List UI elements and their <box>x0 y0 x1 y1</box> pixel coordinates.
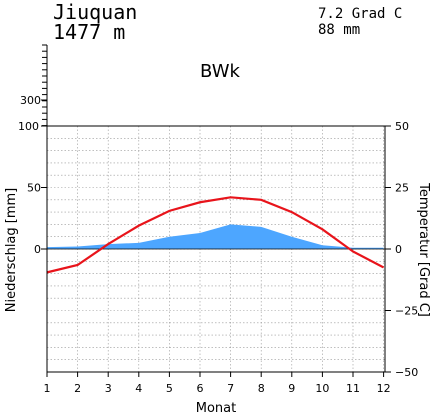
x-tick-label: 12 <box>377 382 391 395</box>
x-tick-label: 6 <box>197 382 204 395</box>
x-tick-label: 8 <box>258 382 265 395</box>
x-tick-label: 5 <box>166 382 173 395</box>
right-axis-title: Temperatur [Grad C] <box>416 182 431 317</box>
x-tick-label: 2 <box>74 382 81 395</box>
x-tick-label: 3 <box>105 382 112 395</box>
right-tick-label: −50 <box>395 366 418 379</box>
right-tick-label: 25 <box>395 182 409 195</box>
left-tick-label: 0 <box>34 243 41 256</box>
right-tick-label: 0 <box>395 243 402 256</box>
x-tick-label: 1 <box>44 382 51 395</box>
climate-classification: BWk <box>200 61 240 82</box>
precipitation-area <box>47 224 384 249</box>
right-tick-label: 50 <box>395 120 409 133</box>
x-tick-label: 4 <box>135 382 142 395</box>
left-tick-label: 50 <box>27 182 41 195</box>
mean-temperature: 7.2 Grad C <box>318 6 403 22</box>
x-tick-label: 10 <box>315 382 329 395</box>
left-tick-label: 300 <box>20 94 41 107</box>
right-tick-label: −25 <box>395 305 418 318</box>
x-tick-label: 9 <box>288 382 295 395</box>
annual-precipitation: 88 mm <box>318 22 361 38</box>
left-tick-label: 100 <box>18 120 39 133</box>
left-axis-title: Niederschlag [mm] <box>4 188 19 313</box>
x-tick-label: 11 <box>346 382 360 395</box>
station-elevation: 1477 m <box>53 20 126 44</box>
temperature-line <box>46 196 385 274</box>
x-tick-label: 7 <box>227 382 234 395</box>
station-name: Jiuquan <box>53 0 138 24</box>
x-axis-title: Monat <box>196 401 236 416</box>
